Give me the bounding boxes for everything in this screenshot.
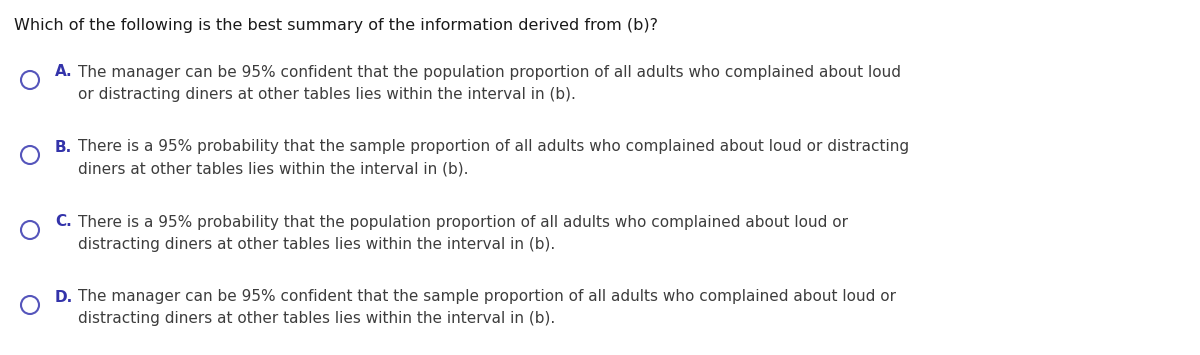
Text: The manager can be 95% confident that the population proportion of all adults wh: The manager can be 95% confident that th… [78,65,901,80]
Text: There is a 95% probability that the sample proportion of all adults who complain: There is a 95% probability that the samp… [78,140,910,154]
Text: diners at other tables lies within the interval in (b).: diners at other tables lies within the i… [78,162,468,176]
Text: distracting diners at other tables lies within the interval in (b).: distracting diners at other tables lies … [78,311,556,327]
Text: D.: D. [55,289,73,305]
Text: or distracting diners at other tables lies within the interval in (b).: or distracting diners at other tables li… [78,87,576,102]
Text: There is a 95% probability that the population proportion of all adults who comp: There is a 95% probability that the popu… [78,214,848,229]
Text: B.: B. [55,140,72,154]
Text: distracting diners at other tables lies within the interval in (b).: distracting diners at other tables lies … [78,236,556,251]
Text: A.: A. [55,65,73,80]
Text: The manager can be 95% confident that the sample proportion of all adults who co: The manager can be 95% confident that th… [78,289,896,305]
Text: C.: C. [55,214,72,229]
Text: Which of the following is the best summary of the information derived from (b)?: Which of the following is the best summa… [14,18,658,33]
